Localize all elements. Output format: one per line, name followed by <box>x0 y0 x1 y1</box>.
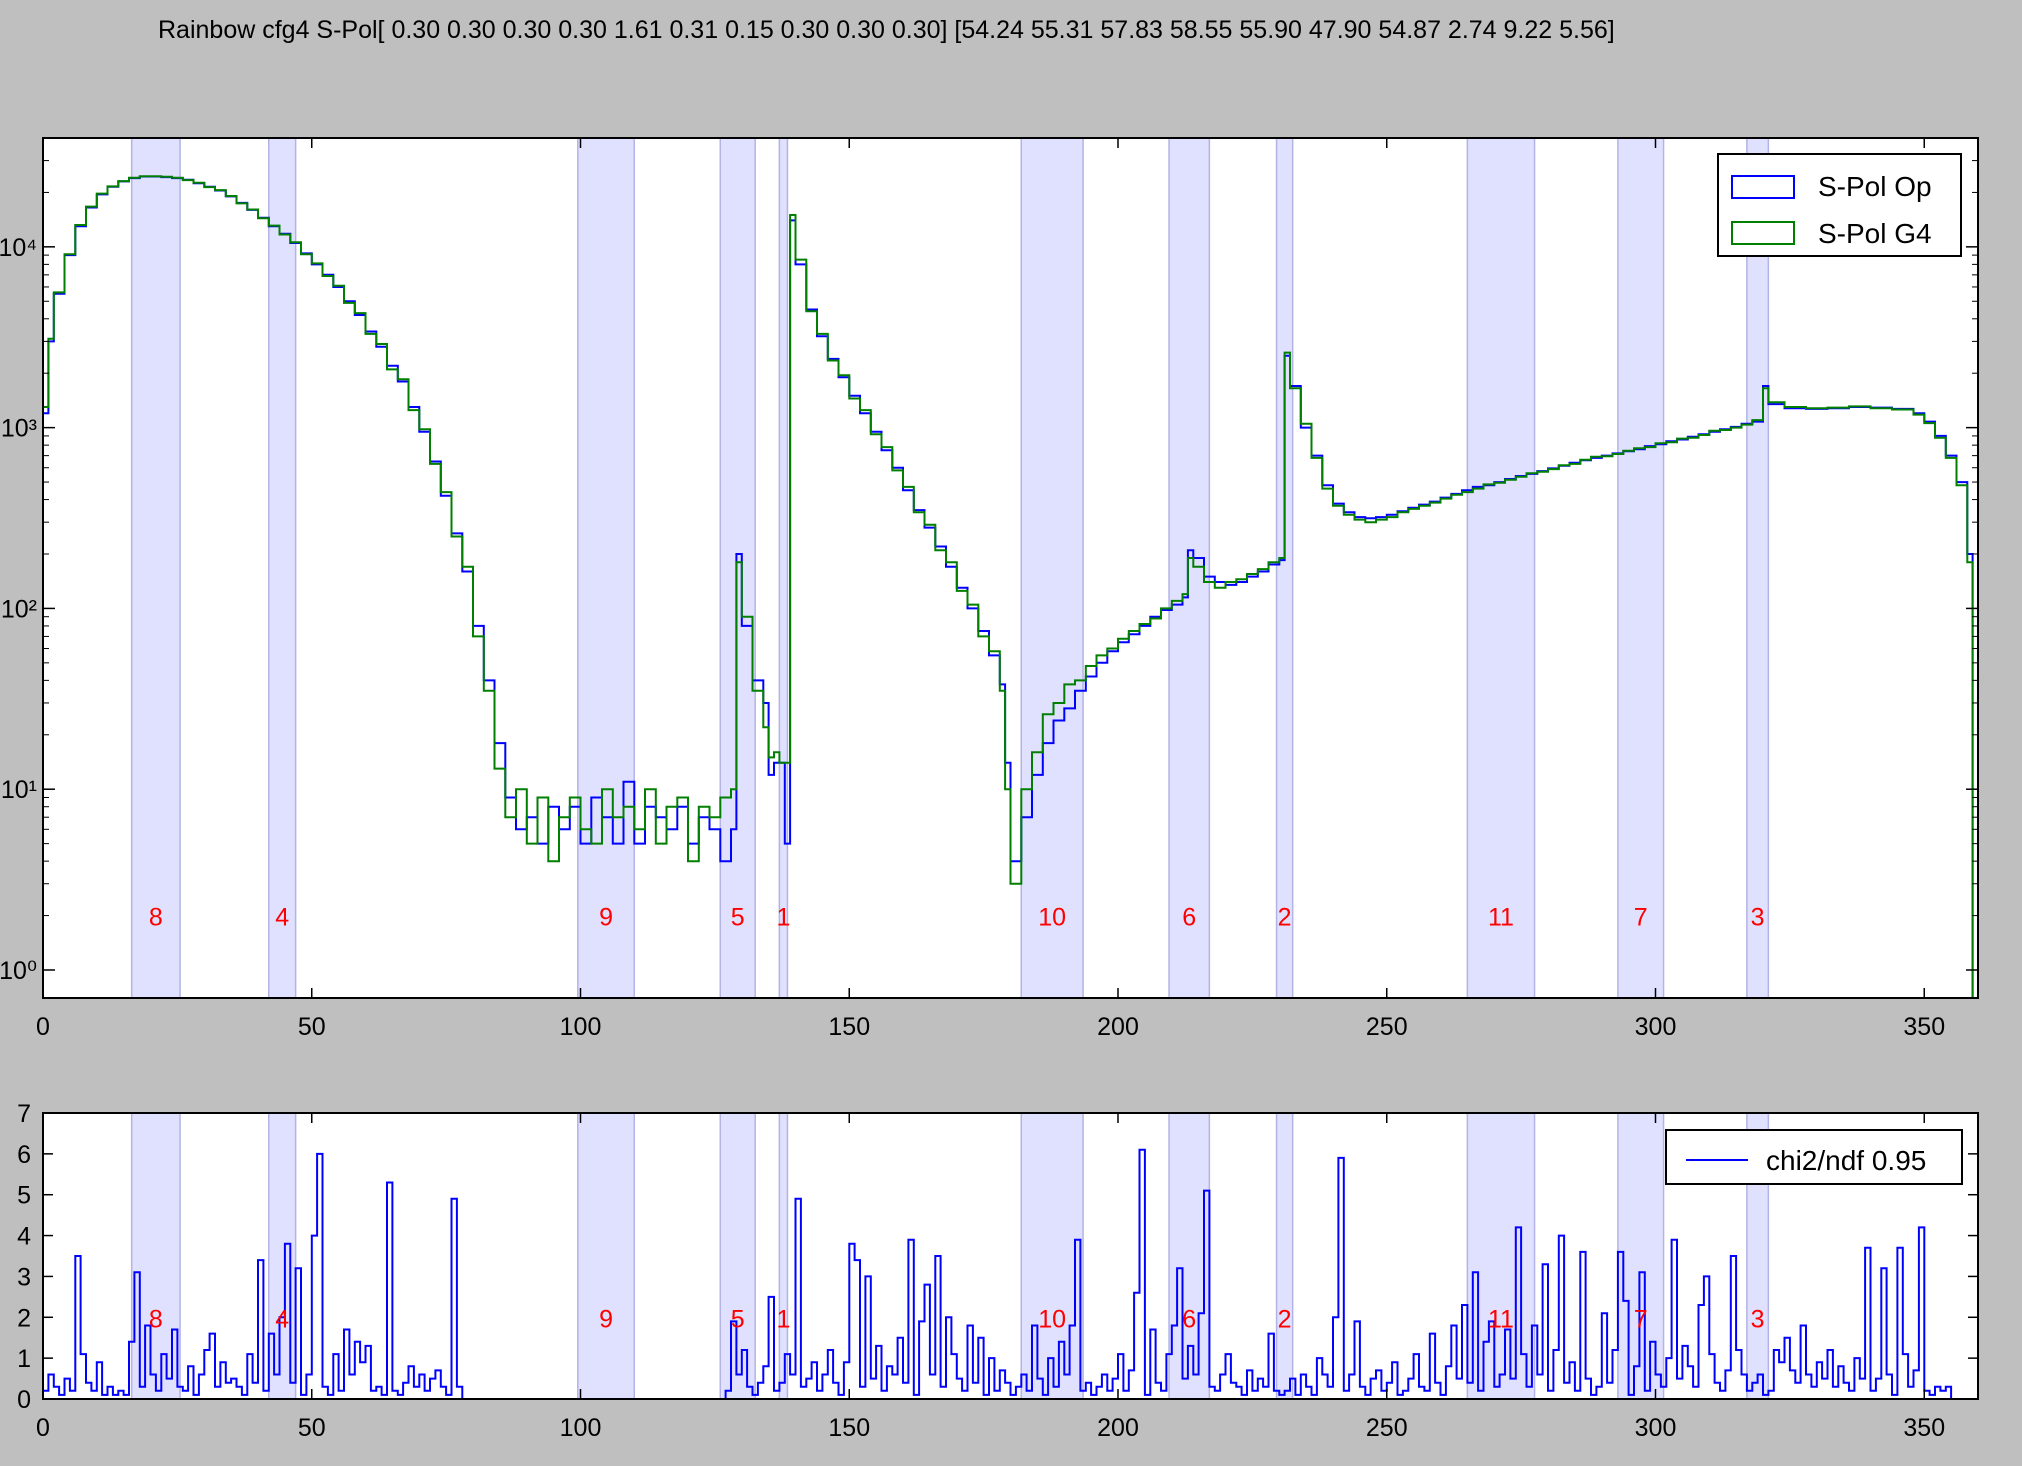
band-labels: 8 4 9 5 1 10 6 2 11 7 3 <box>149 1305 1765 1333</box>
series-lines <box>43 175 1978 999</box>
y-tick-label: 10³ <box>1 415 37 443</box>
spectrum-legend: S-Pol Op S-Pol G4 <box>1717 153 1962 257</box>
x-tick-label: 100 <box>560 1414 602 1442</box>
y-tick-label: 0 <box>17 1386 31 1414</box>
band-10 <box>1020 137 1084 999</box>
band-label-6: 6 <box>1182 1305 1196 1333</box>
chi2-panel: 8 4 9 5 1 10 6 2 11 7 3 0 50 100 150 200 250 300 350 0 1 2 3… <box>17 1100 1979 1442</box>
band-2 <box>1275 137 1294 999</box>
y-tick-label: 10¹ <box>1 776 37 804</box>
band-label-6: 6 <box>1182 904 1196 932</box>
y-tick-label: 6 <box>17 1141 31 1169</box>
band-labels: 8 4 9 5 1 10 6 2 11 7 3 <box>149 904 1765 932</box>
band-11 <box>1466 137 1536 999</box>
x-tick-label: 350 <box>1903 1013 1945 1041</box>
band-label-7: 7 <box>1634 1305 1648 1333</box>
x-tick-label: 50 <box>298 1414 326 1442</box>
legend-box <box>1665 1129 1963 1185</box>
y-tick-label: 5 <box>17 1182 31 1210</box>
legend-label-g4: S-Pol G4 <box>1818 218 1932 249</box>
spectrum-frame <box>42 137 1979 999</box>
spectrum-panel: 8 4 9 5 1 10 6 2 11 7 3 0 50 100 150 200 250 300 350 10⁰1… <box>0 137 1979 1041</box>
band-1 <box>778 1112 789 1400</box>
x-tick-label: 300 <box>1635 1414 1677 1442</box>
series-s-pol-g4 <box>43 175 1978 999</box>
x-tick-label: 300 <box>1635 1013 1677 1041</box>
band-label-5: 5 <box>731 904 745 932</box>
x-tick-label: 50 <box>298 1013 326 1041</box>
band-3 <box>1746 137 1770 999</box>
band-label-10: 10 <box>1038 1305 1066 1333</box>
x-tick-label: 250 <box>1366 1414 1408 1442</box>
legend-swatch-op <box>1731 175 1795 199</box>
band-label-7: 7 <box>1634 904 1648 932</box>
band-label-5: 5 <box>731 1305 745 1333</box>
band-label-9: 9 <box>599 904 613 932</box>
y-tick-label: 3 <box>17 1263 31 1291</box>
legend-swatch-g4 <box>1731 221 1795 245</box>
band-label-3: 3 <box>1751 1305 1765 1333</box>
x-tick-label: 200 <box>1097 1414 1139 1442</box>
x-tick-label: 150 <box>828 1013 870 1041</box>
x-tick-label: 0 <box>36 1414 50 1442</box>
band-label-11: 11 <box>1488 1305 1514 1333</box>
x-axis-ticks: 0 50 100 150 200 250 300 350 <box>36 138 1945 1041</box>
band-6 <box>1168 1112 1211 1400</box>
series-lines <box>43 1148 1957 1400</box>
band-9 <box>577 1112 635 1400</box>
band-label-11: 11 <box>1488 904 1514 932</box>
band-5 <box>719 137 756 999</box>
band-label-4: 4 <box>275 904 289 932</box>
band-2 <box>1275 1112 1294 1400</box>
band-9 <box>577 137 635 999</box>
y-tick-label: 1 <box>17 1345 31 1373</box>
band-label-2: 2 <box>1278 1305 1292 1333</box>
band-7 <box>1617 1112 1665 1400</box>
band-label-4: 4 <box>275 1305 289 1333</box>
legend-label-op: S-Pol Op <box>1818 171 1932 202</box>
y-tick-label: 4 <box>17 1223 31 1251</box>
x-tick-label: 150 <box>828 1414 870 1442</box>
band-label-1: 1 <box>776 1305 790 1333</box>
chi2-frame <box>42 1112 1979 1400</box>
legend-box <box>1717 153 1962 257</box>
x-tick-label: 0 <box>36 1013 50 1041</box>
x-tick-label: 350 <box>1903 1414 1945 1442</box>
band-label-9: 9 <box>599 1305 613 1333</box>
y-axis-ticks: 0 1 2 3 4 5 6 7 <box>17 1100 1978 1414</box>
series-chi2-ndf-0-95 <box>43 1148 1957 1400</box>
y-tick-label: 2 <box>17 1304 31 1332</box>
x-tick-label: 250 <box>1366 1013 1408 1041</box>
figure-title: Rainbow cfg4 S-Pol[ 0.30 0.30 0.30 0.30 … <box>158 16 1615 44</box>
band-5 <box>719 1112 756 1400</box>
band-label-2: 2 <box>1278 904 1292 932</box>
band-1 <box>778 137 789 999</box>
y-tick-label: 10⁰ <box>0 957 37 985</box>
x-tick-label: 100 <box>560 1013 602 1041</box>
band-4 <box>268 137 297 999</box>
y-axis-ticks: 10⁰ 10¹ 10² 10³ 10⁴ <box>0 137 1978 985</box>
band-label-3: 3 <box>1751 904 1765 932</box>
y-tick-label: 10⁴ <box>0 234 37 262</box>
y-tick-label: 7 <box>17 1100 31 1128</box>
band-4 <box>268 1112 297 1400</box>
x-tick-label: 200 <box>1097 1013 1139 1041</box>
chi2-legend: chi2/ndf 0.95 <box>1665 1129 1963 1185</box>
band-8 <box>130 137 181 999</box>
band-7 <box>1617 137 1665 999</box>
band-label-10: 10 <box>1038 904 1066 932</box>
legend-label-chi2: chi2/ndf 0.95 <box>1766 1145 1926 1176</box>
y-tick-label: 10² <box>1 595 37 623</box>
x-axis-ticks: 0 50 100 150 200 250 300 350 <box>36 1113 1945 1442</box>
band-label-8: 8 <box>149 1305 163 1333</box>
band-10 <box>1020 1112 1084 1400</box>
band-label-1: 1 <box>776 904 790 932</box>
band-label-8: 8 <box>149 904 163 932</box>
